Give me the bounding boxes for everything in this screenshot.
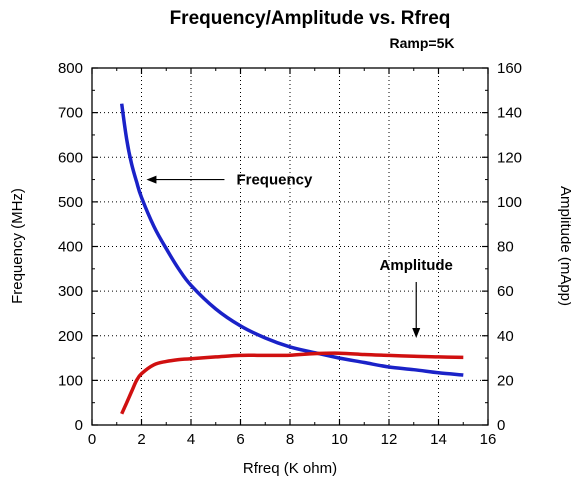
y-right-tick-label: 160	[497, 60, 522, 77]
series-amplitude-line	[120, 351, 464, 415]
frequency-annotation-label: Frequency	[236, 172, 313, 189]
y-right-tick-label: 80	[497, 239, 514, 256]
y-left-tick-label: 600	[58, 149, 83, 166]
x-tick-label: 4	[187, 431, 195, 448]
x-tick-label: 14	[430, 431, 447, 448]
frequency-arrow-head	[146, 175, 157, 184]
y-right-tick-label: 120	[497, 149, 522, 166]
x-tick-label: 10	[331, 431, 348, 448]
y-left-tick-label: 0	[75, 417, 83, 434]
y-right-tick-label: 100	[497, 194, 522, 211]
y-left-tick-label: 700	[58, 105, 83, 122]
y-right-tick-label: 0	[497, 417, 505, 434]
y-left-tick-label: 500	[58, 194, 83, 211]
x-tick-label: 12	[381, 431, 398, 448]
x-tick-label: 2	[137, 431, 145, 448]
y-right-tick-label: 20	[497, 372, 514, 389]
y-right-tick-label: 140	[497, 105, 522, 122]
chart-subtitle: Ramp=5K	[390, 35, 455, 51]
annotations: Frequency Amplitude	[146, 172, 453, 338]
y-left-tick-label: 200	[58, 328, 83, 345]
amplitude-arrow-head	[412, 327, 421, 338]
y-left-axis-label: Frequency (MHz)	[9, 188, 26, 304]
y-right-tick-label: 60	[497, 283, 514, 300]
series-frequency-line	[119, 103, 464, 377]
x-tick-label: 0	[88, 431, 96, 448]
y-right-axis-label: Amplitude (mApp)	[557, 186, 571, 306]
x-axis-label: Rfreq (K ohm)	[243, 460, 337, 477]
chart-title: Frequency/Amplitude vs. Rfreq	[170, 8, 451, 29]
x-tick-label: 16	[480, 431, 497, 448]
y-left-tick-label: 800	[58, 60, 83, 77]
y-left-tick-label: 300	[58, 283, 83, 300]
y-left-tick-label: 100	[58, 372, 83, 389]
x-tick-label: 6	[236, 431, 244, 448]
y-left-tick-label: 400	[58, 239, 83, 256]
y-right-tick-label: 40	[497, 328, 514, 345]
series-group	[119, 103, 464, 415]
amplitude-annotation-label: Amplitude	[380, 257, 453, 274]
x-tick-label: 8	[286, 431, 294, 448]
